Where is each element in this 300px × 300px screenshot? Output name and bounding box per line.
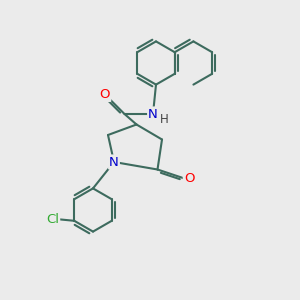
Text: N: N: [109, 155, 119, 169]
Text: O: O: [100, 88, 110, 101]
Text: N: N: [148, 107, 158, 121]
Text: H: H: [160, 113, 169, 126]
Text: O: O: [184, 172, 194, 185]
Text: Cl: Cl: [46, 213, 59, 226]
